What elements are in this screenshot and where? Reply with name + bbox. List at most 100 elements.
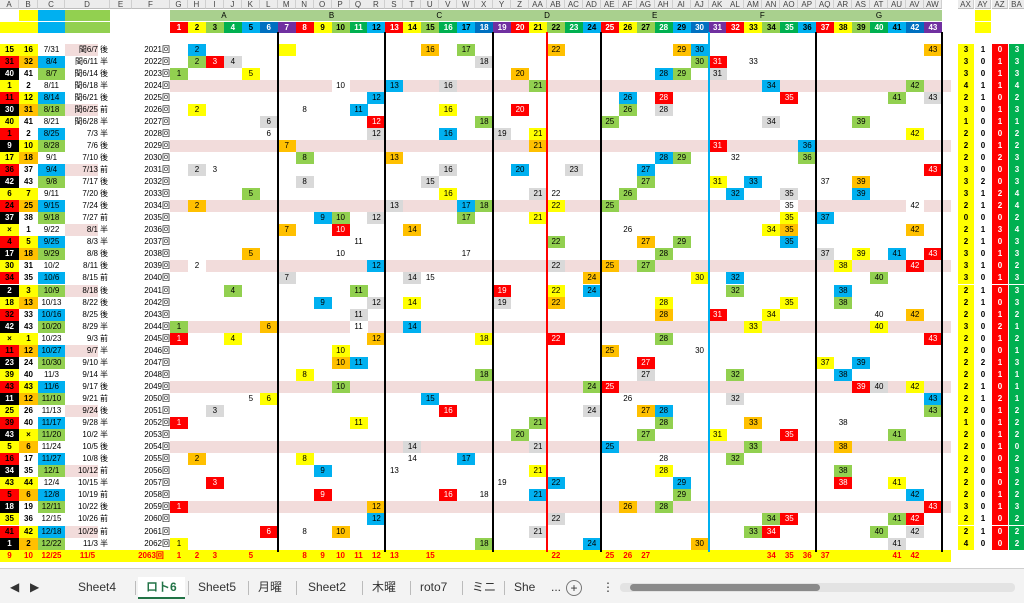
draw-number-b[interactable]: 38 — [19, 212, 38, 225]
right-col-cell[interactable]: 1 — [992, 356, 1008, 369]
column-header[interactable]: I — [205, 0, 224, 9]
number-cell[interactable]: 24 — [582, 405, 601, 418]
number-cell[interactable]: 27 — [636, 260, 655, 273]
right-col-cell[interactable]: 2 — [958, 332, 974, 345]
right-col-cell[interactable]: 1 — [975, 236, 991, 249]
number-header[interactable]: 36 — [798, 22, 817, 33]
number-cell[interactable]: 19 — [493, 477, 512, 490]
draw-number-b[interactable]: 12 — [19, 344, 38, 357]
number-header[interactable]: 14 — [403, 22, 422, 33]
draw-number-b[interactable]: 7 — [19, 188, 38, 201]
date-old[interactable]: 8/18 — [65, 284, 98, 297]
date-old[interactable]: 8/11 — [83, 261, 98, 271]
right-col-cell[interactable]: 0 — [1009, 441, 1024, 454]
date-new[interactable]: 10/30 — [38, 356, 65, 369]
number-cell[interactable]: 35 — [780, 429, 799, 442]
half-marker[interactable]: 後 — [100, 297, 108, 307]
half-marker[interactable]: 前 — [100, 213, 108, 223]
half-marker[interactable]: 後 — [100, 249, 108, 259]
right-col-cell[interactable]: 0 — [975, 151, 991, 164]
number-cell[interactable]: 1 — [170, 67, 188, 80]
number-cell[interactable]: 38 — [834, 284, 853, 297]
right-col-cell[interactable]: 0 — [992, 525, 1008, 538]
number-cell[interactable]: 3 — [205, 405, 224, 418]
number-cell[interactable]: 9 — [313, 465, 332, 478]
number-cell[interactable]: 35 — [780, 188, 799, 201]
tab-sheet2[interactable]: Sheet2 — [308, 580, 347, 594]
draw-number-b[interactable]: 31 — [19, 260, 38, 273]
number-header[interactable]: 10 — [331, 22, 350, 33]
draw-number-b[interactable]: 2 — [19, 79, 38, 92]
number-cell[interactable]: 28 — [654, 453, 673, 466]
date-old[interactable]: 9/17 — [82, 381, 98, 391]
number-cell[interactable]: 26 — [618, 224, 637, 237]
date-new[interactable]: 12/18 — [38, 525, 65, 538]
number-cell[interactable]: 35 — [780, 212, 799, 225]
right-col-cell[interactable]: 1 — [1009, 115, 1024, 128]
number-cell[interactable]: 38 — [834, 465, 853, 478]
number-cell[interactable]: 4 — [223, 332, 242, 345]
draw-id[interactable]: 2033回 — [144, 189, 170, 199]
right-col-cell[interactable]: 2 — [958, 392, 974, 405]
half-marker[interactable]: 半 — [100, 116, 108, 126]
draw-number-a[interactable]: 18 — [0, 296, 19, 309]
draw-id[interactable]: 2039回 — [144, 261, 170, 271]
number-cell[interactable]: 39 — [852, 356, 871, 369]
number-cell[interactable]: 6 — [259, 115, 278, 128]
column-header[interactable]: H — [187, 0, 206, 9]
number-cell[interactable]: 28 — [654, 248, 673, 261]
group-header[interactable]: B — [277, 10, 386, 21]
tab-roto6[interactable]: ロト6 — [138, 577, 185, 599]
number-cell[interactable]: 27 — [636, 176, 655, 189]
number-header[interactable]: 32 — [726, 22, 745, 33]
summary-number[interactable]: 27 — [641, 550, 651, 560]
draw-number-b[interactable]: 18 — [19, 248, 38, 261]
column-header[interactable]: Z — [511, 0, 530, 9]
right-col-cell[interactable]: 2 — [992, 392, 1008, 405]
right-col-cell[interactable]: 3 — [1009, 356, 1024, 369]
right-col-cell[interactable]: 1 — [975, 513, 991, 526]
right-col-cell[interactable]: 0 — [975, 465, 991, 478]
header-label[interactable] — [19, 22, 38, 33]
number-cell[interactable]: 43 — [923, 91, 942, 104]
number-cell[interactable]: 43 — [923, 501, 942, 514]
number-cell[interactable]: 32 — [726, 392, 745, 405]
date-new[interactable]: 10/13 — [38, 296, 65, 309]
right-col-cell[interactable]: 3 — [958, 55, 974, 68]
draw-number-a[interactable]: 32 — [0, 308, 19, 321]
number-cell[interactable]: 12 — [367, 212, 386, 225]
number-cell[interactable]: 13 — [385, 79, 404, 92]
date-new[interactable]: 8/7 — [38, 67, 65, 80]
date-old[interactable]: 閏6/25 — [65, 103, 98, 116]
number-cell[interactable]: 13 — [385, 200, 404, 213]
number-cell[interactable]: 17 — [457, 453, 476, 466]
date-old[interactable]: 11/3 — [83, 538, 98, 548]
number-cell[interactable]: 33 — [744, 441, 763, 454]
summary-cell[interactable]: 11/5 — [79, 550, 96, 560]
date-new[interactable]: 9/1 — [38, 151, 65, 164]
number-header[interactable]: 8 — [295, 22, 314, 33]
right-col-cell[interactable]: 1 — [992, 308, 1008, 321]
right-col-cell[interactable]: 0 — [975, 248, 991, 261]
header-label[interactable] — [0, 22, 19, 33]
right-col-cell[interactable]: 2 — [958, 489, 974, 502]
draw-number-a[interactable]: 30 — [0, 260, 19, 273]
number-cell[interactable]: 11 — [349, 356, 368, 369]
draw-id[interactable]: 2050回 — [144, 393, 170, 403]
number-cell[interactable]: 12 — [367, 501, 386, 514]
number-header[interactable]: 33 — [744, 22, 763, 33]
right-col-cell[interactable]: 0 — [975, 344, 991, 357]
date-new[interactable]: 11/24 — [38, 441, 65, 454]
number-cell[interactable]: 38 — [834, 441, 853, 454]
column-header[interactable]: AC — [564, 0, 583, 9]
number-cell[interactable]: 33 — [744, 176, 763, 189]
draw-id[interactable]: 2057回 — [144, 478, 170, 488]
column-header[interactable]: AF — [618, 0, 637, 9]
right-col-cell[interactable]: 1 — [1009, 320, 1024, 333]
number-cell[interactable]: 20 — [511, 164, 530, 177]
date-new[interactable]: 10/6 — [38, 272, 65, 285]
column-header[interactable]: AH — [654, 0, 673, 9]
date-new[interactable]: 9/25 — [38, 236, 65, 249]
number-cell[interactable]: 38 — [834, 368, 853, 381]
number-cell[interactable]: 41 — [888, 91, 906, 104]
